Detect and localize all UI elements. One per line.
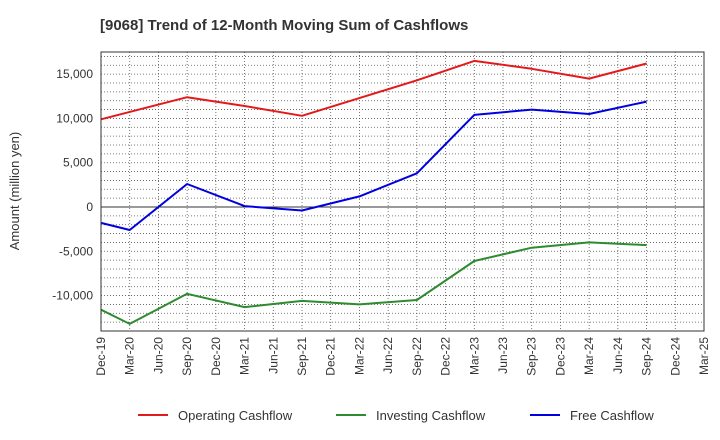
y-tick-label: 10,000 [56, 111, 93, 125]
grid-lines [101, 52, 704, 331]
x-tick-label: Sep-22 [410, 337, 424, 376]
x-tick-label: Mar-23 [467, 337, 481, 375]
legend-label: Free Cashflow [570, 408, 654, 423]
x-tick-label: Jun-22 [381, 337, 395, 374]
x-tick-label: Mar-25 [697, 337, 711, 375]
x-tick-label: Dec-20 [209, 337, 223, 376]
legend-label: Investing Cashflow [376, 408, 486, 423]
x-tick-labels: Dec-19 Mar-20 Jun-20 Sep-20 Dec-20 Mar-21 Jun-… [94, 337, 711, 376]
x-tick-label: Dec-23 [553, 337, 567, 376]
series-line-investing-cashflow [100, 241, 647, 325]
x-tick-label: Mar-24 [582, 337, 596, 375]
y-tick-label: -5,000 [59, 244, 93, 258]
series-line-free-cashflow [100, 100, 647, 231]
x-tick-label: Jun-20 [151, 337, 165, 374]
x-tick-label: Mar-21 [238, 337, 252, 375]
x-tick-label: Jun-23 [496, 337, 510, 374]
legend-label: Operating Cashflow [178, 408, 293, 423]
x-tick-label: Sep-24 [640, 337, 654, 376]
y-tick-label: 5,000 [63, 156, 93, 170]
legend: Operating Cashflow Investing Cashflow Free… [138, 408, 654, 423]
x-tick-label: Sep-20 [180, 337, 194, 376]
chart-title: [9068] Trend of 12-Month Moving Sum of C… [100, 17, 468, 34]
x-tick-label: Sep-23 [525, 337, 539, 376]
x-tick-label: Dec-19 [94, 337, 108, 376]
plot-frame [100, 51, 705, 332]
x-tick-label: Jun-24 [611, 337, 625, 374]
y-tick-labels: -10,000 -5,000 0 5,000 10,000 15,000 [52, 67, 93, 302]
y-tick-label: -10,000 [52, 289, 93, 303]
x-tick-label: Dec-24 [668, 337, 682, 376]
x-tick-label: Jun-21 [266, 337, 280, 374]
x-tick-label: Mar-22 [352, 337, 366, 375]
series-line-operating-cashflow [100, 59, 647, 121]
x-tick-label: Sep-21 [295, 337, 309, 376]
y-tick-label: 0 [86, 200, 93, 214]
series-layer [100, 59, 647, 325]
x-tick-label: Dec-21 [324, 337, 338, 376]
y-axis-label: Amount (million yen) [7, 132, 22, 251]
y-tick-label: 15,000 [56, 67, 93, 81]
x-tick-label: Dec-22 [439, 337, 453, 376]
x-tick-label: Mar-20 [123, 337, 137, 375]
